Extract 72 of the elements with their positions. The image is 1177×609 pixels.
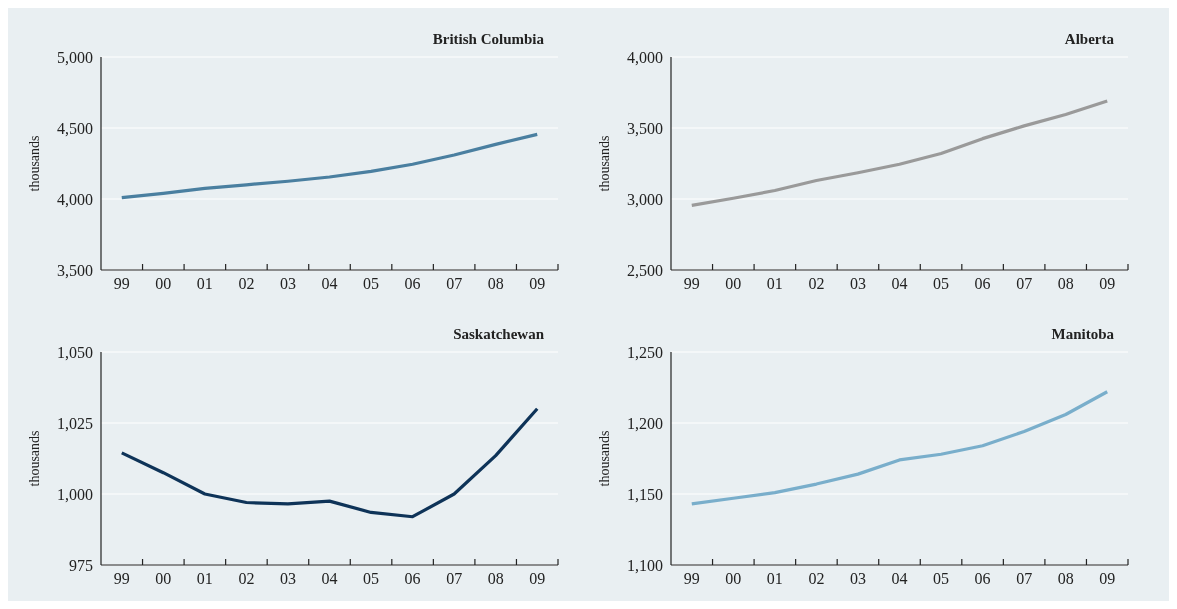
y-tick-label: 975 [69, 556, 93, 574]
x-tick-label: 08 [1057, 275, 1074, 292]
x-tick-label: 99 [113, 275, 130, 292]
x-tick-label: 04 [891, 275, 908, 292]
x-tick-label: 07 [446, 275, 463, 292]
x-tick-label: 99 [683, 275, 700, 292]
x-tick-label: 04 [891, 570, 908, 587]
x-tick-label: 01 [766, 570, 783, 587]
x-tick-label: 01 [196, 570, 213, 587]
x-tick-label: 08 [487, 570, 504, 587]
x-tick-label: 02 [238, 570, 255, 587]
chart-title: British Columbia [432, 31, 545, 47]
x-tick-label: 09 [1099, 275, 1116, 292]
y-tick-label: 4,000 [627, 48, 663, 66]
y-axis-title: thousands [597, 135, 612, 192]
x-tick-label: 99 [113, 570, 130, 587]
x-tick-label: 08 [487, 275, 504, 292]
y-tick-label: 4,000 [57, 190, 93, 208]
y-tick-label: 2,500 [627, 261, 663, 279]
x-tick-label: 08 [1057, 570, 1074, 587]
x-tick-label: 06 [404, 570, 421, 587]
chart-title: Manitoba [1051, 326, 1115, 342]
y-tick-label: 1,100 [627, 556, 663, 574]
x-tick-label: 99 [683, 570, 700, 587]
y-axis-title: thousands [597, 430, 612, 487]
chart-title: Saskatchewan [453, 326, 545, 342]
x-tick-label: 07 [1016, 275, 1033, 292]
x-tick-label: 07 [1016, 570, 1033, 587]
x-tick-label: 03 [279, 570, 296, 587]
x-tick-label: 02 [808, 570, 825, 587]
y-tick-label: 3,500 [57, 261, 93, 279]
y-tick-label: 1,250 [627, 343, 663, 361]
x-tick-label: 09 [529, 570, 546, 587]
y-tick-label: 3,000 [627, 190, 663, 208]
y-axis-title: thousands [27, 135, 42, 192]
line-series [690, 99, 1109, 207]
y-tick-label: 1,025 [57, 414, 93, 432]
x-tick-label: 00 [725, 570, 742, 587]
y-tick-label: 1,150 [627, 485, 663, 503]
x-tick-label: 05 [933, 570, 950, 587]
y-tick-label: 4,500 [57, 119, 93, 137]
x-tick-label: 03 [849, 275, 866, 292]
x-tick-label: 04 [321, 275, 338, 292]
x-tick-label: 03 [849, 570, 866, 587]
line-series [120, 407, 539, 519]
x-tick-label: 09 [529, 275, 546, 292]
x-tick-label: 02 [808, 275, 825, 292]
x-tick-label: 00 [155, 570, 172, 587]
x-tick-label: 09 [1099, 570, 1116, 587]
x-tick-label: 06 [974, 570, 991, 587]
x-tick-label: 06 [974, 275, 991, 292]
y-tick-label: 1,050 [57, 343, 93, 361]
y-tick-label: 5,000 [57, 48, 93, 66]
y-tick-label: 1,200 [627, 414, 663, 432]
x-tick-label: 02 [238, 275, 255, 292]
y-axis-title: thousands [27, 430, 42, 487]
y-tick-label: 3,500 [627, 119, 663, 137]
chart-title: Alberta [1064, 31, 1115, 47]
x-tick-label: 01 [766, 275, 783, 292]
x-tick-label: 05 [363, 275, 380, 292]
x-tick-label: 00 [725, 275, 742, 292]
x-tick-label: 03 [279, 275, 296, 292]
line-series [690, 390, 1109, 506]
x-tick-label: 06 [404, 275, 421, 292]
x-tick-label: 04 [321, 570, 338, 587]
x-tick-label: 00 [155, 275, 172, 292]
x-tick-label: 07 [446, 570, 463, 587]
x-tick-label: 05 [933, 275, 950, 292]
y-tick-label: 1,000 [57, 485, 93, 503]
x-tick-label: 05 [363, 570, 380, 587]
line-series [120, 132, 539, 200]
x-tick-label: 01 [196, 275, 213, 292]
